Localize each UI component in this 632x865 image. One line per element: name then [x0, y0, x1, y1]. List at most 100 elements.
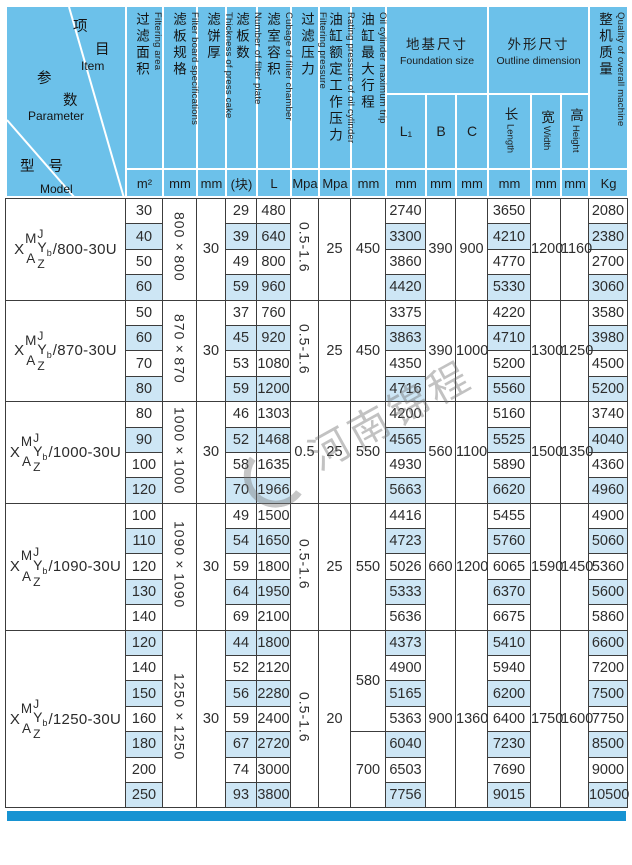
cell-c: 1100 [455, 401, 488, 504]
cell-l1: 4565 [385, 426, 426, 453]
cell-weight: 8500 [588, 731, 628, 758]
cell-area: 110 [125, 528, 163, 555]
col-header-plate-number: 滤板数 Number of filter plate [225, 5, 263, 170]
cell-length: 6370 [487, 578, 531, 606]
cell-length: 7690 [487, 756, 531, 783]
cell-l1: 3300 [385, 223, 426, 250]
cell-weight: 9000 [588, 756, 628, 783]
cell-length: 5760 [487, 528, 531, 555]
spec-table-body: X M A J Yb Z/800-30U 30 800×800 30 29 480 0.5-1.6 25… [5, 197, 629, 809]
cell-length: 6620 [487, 477, 531, 504]
unit-trip: mm [350, 168, 387, 198]
unit-c: mm [454, 168, 490, 198]
cell-length: 6200 [487, 680, 531, 707]
cell-length: 6400 [487, 705, 531, 733]
cell-rating-pressure: 25 [318, 198, 351, 301]
unit-quality: Kg [588, 168, 630, 198]
cell-b: 900 [425, 629, 456, 809]
cell-weight: 5200 [588, 375, 628, 403]
cell-cubage: 1080 [256, 350, 291, 377]
sub-header-l1: L₁ [385, 93, 427, 170]
cell-cubage: 960 [256, 274, 291, 301]
cell-height: 1450 [560, 502, 593, 631]
cell-length: 7230 [487, 731, 531, 758]
model-code: X M A J Yb Z/800-30U [14, 227, 117, 272]
cell-filter-pressure: 0.5-1.6 [290, 629, 319, 809]
unit-thickness: mm [196, 168, 227, 198]
cell-length: 6675 [487, 604, 531, 631]
cell-plates: 52 [225, 655, 257, 682]
cell-area: 200 [125, 756, 163, 783]
cell-cubage: 760 [256, 299, 291, 326]
cell-weight: 4040 [588, 426, 628, 453]
cell-weight: 4960 [588, 477, 628, 504]
cell-b: 560 [425, 401, 456, 504]
sub-header-c: C [454, 93, 490, 170]
cell-thickness: 30 [196, 401, 226, 504]
cell-cubage: 1800 [256, 629, 291, 657]
cell-cubage: 640 [256, 223, 291, 250]
cell-weight: 3980 [588, 324, 628, 352]
sub-header-b: B [425, 93, 457, 170]
cell-l1: 5026 [385, 553, 426, 580]
cell-l1: 5663 [385, 477, 426, 504]
model-code: X M A J Yb Z/1250-30U [9, 697, 122, 741]
bottom-accent-bar [7, 811, 626, 822]
cell-l1: 4373 [385, 629, 426, 657]
cell-area: 140 [125, 604, 163, 631]
model-code: X M A J Yb Z/870-30U [14, 328, 117, 373]
cell-length: 4220 [487, 299, 531, 326]
corner-cell: 项 目 Item 参 数 Parameter 型 号 Model [5, 5, 127, 198]
cell-weight: 5360 [588, 553, 628, 580]
unit-specs: mm [162, 168, 198, 198]
model-code: X M A J Yb Z/1090-30U [9, 544, 122, 589]
group-header-outline-dimension: 外形尺寸 Outline dimension [487, 5, 591, 95]
sub-header-height: 高Height [560, 93, 591, 170]
corner-item-en: Item [81, 59, 105, 73]
cell-thickness: 30 [196, 299, 226, 403]
cell-cubage: 1800 [256, 553, 291, 580]
cell-l1: 4416 [385, 502, 426, 530]
cell-width: 1750 [530, 629, 563, 809]
cell-plates: 93 [225, 781, 257, 809]
cell-area: 60 [125, 324, 163, 352]
cell-b: 390 [425, 299, 456, 403]
cell-l1: 5636 [385, 604, 426, 631]
cell-plates: 53 [225, 350, 257, 377]
unit-length: mm [487, 168, 533, 198]
cell-area: 90 [125, 426, 163, 453]
model-code: X M A J Yb Z/1000-30U [9, 430, 122, 475]
col-header-filtering-area: 过滤面积 Filtering area [125, 5, 164, 170]
cell-plates: 69 [225, 604, 257, 631]
cell-cubage: 1650 [256, 528, 291, 555]
cell-width: 1500 [530, 401, 563, 504]
spec-table-header: 项 目 Item 参 数 Parameter 型 号 Model 过滤面积 Fil… [5, 5, 630, 198]
cell-l1: 6040 [385, 731, 426, 758]
cell-weight: 2700 [588, 248, 628, 276]
cell-height: 1350 [560, 401, 593, 504]
cell-weight: 7750 [588, 705, 628, 733]
cell-area: 50 [125, 248, 163, 276]
cell-trip: 580 [350, 629, 386, 733]
cell-weight: 7200 [588, 655, 628, 682]
cell-cubage: 1950 [256, 578, 291, 606]
cell-area: 150 [125, 680, 163, 707]
cell-height: 1600 [560, 629, 593, 809]
cell-plates: 59 [225, 553, 257, 580]
cell-rating-pressure: 25 [318, 502, 351, 631]
cell-plates: 45 [225, 324, 257, 352]
cell-length: 5330 [487, 274, 531, 301]
cell-area: 180 [125, 731, 163, 758]
cell-cubage: 1200 [256, 375, 291, 403]
cell-specs: 800×800 [162, 198, 197, 301]
cell-weight: 2080 [588, 197, 628, 225]
cell-area: 120 [125, 477, 163, 504]
spec-sheet: 河南锦程 项 目 Item 参 数 Parameter 型 号 Mode [5, 5, 630, 822]
cell-width: 1300 [530, 299, 563, 403]
cell-l1: 2740 [385, 197, 426, 225]
cell-plates: 49 [225, 502, 257, 530]
cell-plates: 67 [225, 731, 257, 758]
cell-rating-pressure: 25 [318, 401, 351, 504]
cell-cubage: 2280 [256, 680, 291, 707]
cell-filter-pressure: 0.5-1.6 [290, 502, 319, 631]
